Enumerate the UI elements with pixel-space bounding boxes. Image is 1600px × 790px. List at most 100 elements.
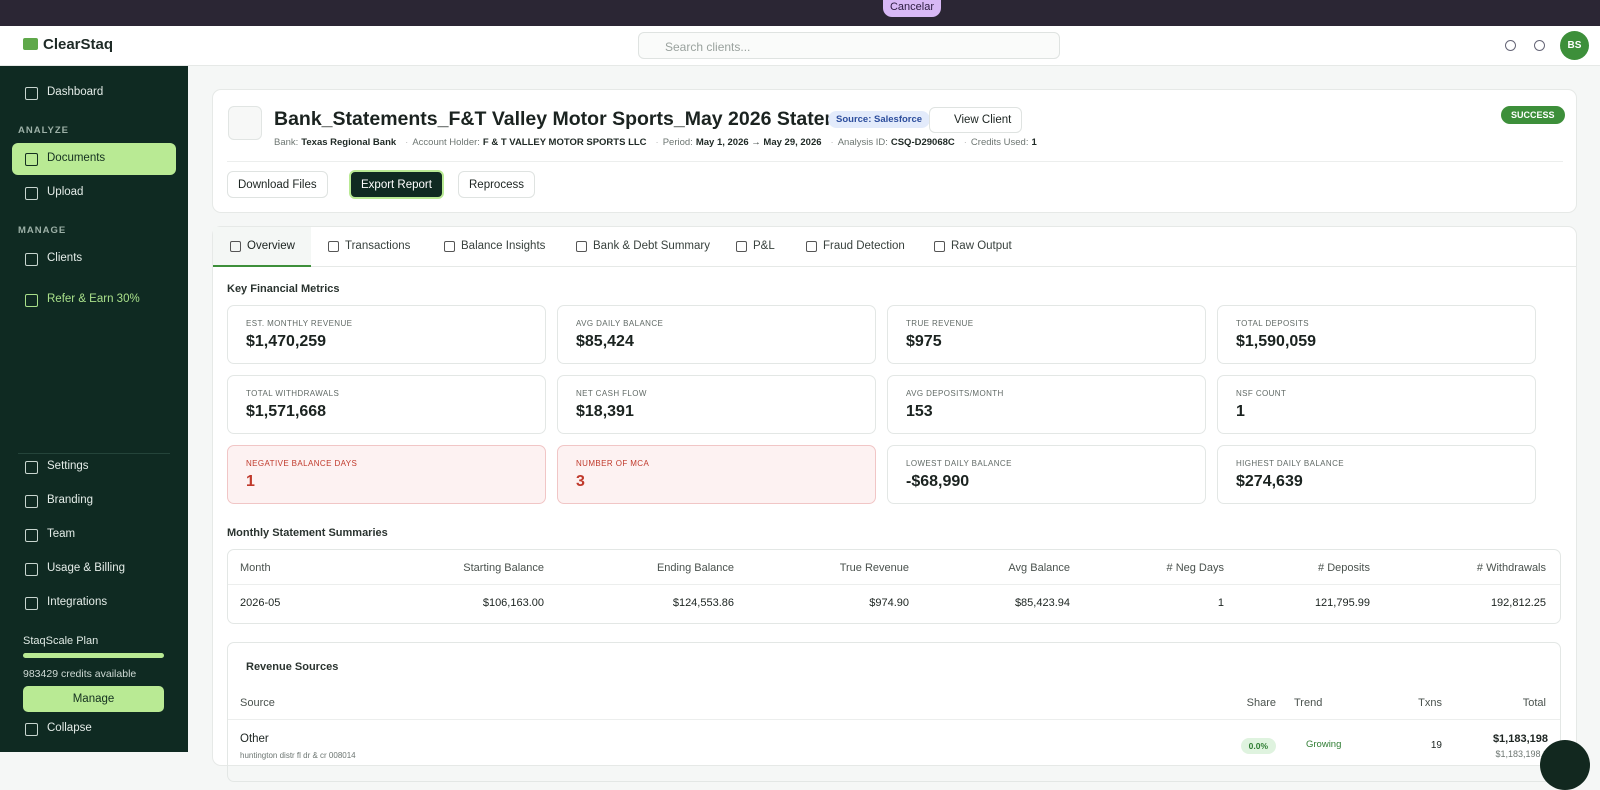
- metric-value: 1: [1236, 403, 1245, 420]
- trend: Growing: [1306, 739, 1342, 750]
- metric-card: TRUE REVENUE $975: [887, 305, 1206, 364]
- nav-item[interactable]: Integrations: [12, 587, 176, 619]
- source-detail: huntington distr fl dr & cr 008014: [240, 751, 356, 760]
- nav-item[interactable]: Dashboard: [12, 77, 176, 109]
- top-bar: ClearStaq Search clients... BS: [0, 26, 1600, 66]
- nav-item[interactable]: Settings: [12, 451, 176, 483]
- meta-label: Bank:: [274, 137, 299, 148]
- table-row: Other huntington distr fl dr & cr 008014 0…: [228, 721, 1560, 781]
- table-cell: Txns: [1418, 697, 1442, 709]
- view-client-button[interactable]: View Client: [929, 107, 1023, 133]
- tab[interactable]: Bank & Debt Summary: [559, 227, 726, 267]
- separator: ·: [830, 137, 834, 148]
- table-header: Source Share Trend Txns Total: [228, 685, 1560, 720]
- meta-label: Analysis ID:: [837, 137, 888, 148]
- metric-card: AVG DEPOSITS/MONTH 153: [887, 375, 1206, 434]
- metric-label: NEGATIVE BALANCE DAYS: [246, 459, 358, 468]
- separator: ·: [963, 137, 967, 148]
- metric-card: LOWEST DAILY BALANCE -$68,990: [887, 445, 1206, 504]
- action-button[interactable]: Export Report: [349, 170, 444, 199]
- table-cell: # Deposits: [1318, 562, 1370, 574]
- table-cell: $106,163.00: [482, 597, 544, 609]
- document-title: Bank_Statements_F&T Valley Motor Sports_…: [274, 108, 872, 130]
- metric-value: $1,470,259: [246, 333, 327, 350]
- tab[interactable]: P&L: [719, 227, 791, 267]
- tab[interactable]: Raw Output: [917, 227, 1028, 267]
- metric-card: TOTAL DEPOSITS $1,590,059: [1217, 305, 1536, 364]
- table-cell: True Revenue: [839, 562, 909, 574]
- nav-item[interactable]: Upload: [12, 177, 176, 209]
- metric-card: NEGATIVE BALANCE DAYS 1: [227, 445, 546, 504]
- action-button[interactable]: Reprocess: [458, 171, 535, 198]
- meta-value: 1: [1031, 137, 1037, 148]
- notifications-icon[interactable]: [1505, 40, 1516, 51]
- nav-item[interactable]: Usage & Billing: [12, 553, 176, 585]
- table-cell: # Withdrawals: [1476, 562, 1546, 574]
- metric-card: AVG DAILY BALANCE $85,424: [557, 305, 876, 364]
- tab[interactable]: Fraud Detection: [789, 227, 921, 267]
- nav-item[interactable]: Documents: [12, 143, 176, 175]
- metric-card: HIGHEST DAILY BALANCE $274,639: [1217, 445, 1536, 504]
- section-title: Key Financial Metrics: [227, 283, 340, 295]
- metric-value: $18,391: [576, 403, 634, 420]
- meta-value: F & T VALLEY MOTOR SPORTS LLC: [482, 137, 647, 148]
- nav-item[interactable]: Team: [12, 519, 176, 551]
- divider: [227, 161, 1563, 162]
- share-pill: 0.0%: [1240, 738, 1276, 754]
- analysis-panel: Overview Transactions Balance Insights Bank…: [212, 226, 1577, 782]
- manage-button[interactable]: Manage: [23, 686, 164, 712]
- metric-card: EST. MONTHLY REVENUE $1,470,259: [227, 305, 546, 364]
- metric-label: HIGHEST DAILY BALANCE: [1236, 459, 1344, 468]
- metric-label: NET CASH FLOW: [576, 389, 647, 398]
- revenue-table: Revenue Sources Source Share Trend Txns Tota…: [227, 642, 1561, 782]
- settings-icon[interactable]: [1534, 40, 1545, 51]
- table-cell: Share: [1246, 697, 1276, 709]
- credits: 983429 credits available: [23, 668, 137, 680]
- search-input[interactable]: Search clients...: [638, 32, 1060, 59]
- table-row: 2026-05 $106,163.00 $124,553.86 $974.90 $85,…: [228, 585, 1560, 623]
- tab[interactable]: Overview: [213, 227, 311, 267]
- section-title: Monthly Statement Summaries: [227, 527, 388, 539]
- metric-value: $975: [906, 333, 942, 350]
- metric-value: $274,639: [1236, 473, 1303, 490]
- nav-item[interactable]: Clients: [12, 243, 176, 275]
- section-title: Revenue Sources: [246, 661, 339, 673]
- metric-value: $85,424: [576, 333, 634, 350]
- meta-label: Account Holder:: [412, 137, 480, 148]
- nav-item[interactable]: Collapse: [12, 713, 176, 745]
- metric-value: 1: [246, 473, 255, 490]
- impersonation-banner: Cancelar: [0, 0, 1600, 26]
- nav-item[interactable]: Branding: [12, 485, 176, 517]
- tab[interactable]: Transactions: [311, 227, 426, 267]
- source-badge: Source: Salesforce: [828, 111, 931, 128]
- document-header: Bank_Statements_F&T Valley Motor Sports_…: [212, 89, 1577, 213]
- table-cell: 1: [1217, 597, 1224, 609]
- brand[interactable]: ClearStaq: [23, 36, 113, 53]
- table-cell: 2026-05: [240, 597, 281, 609]
- divider: [18, 453, 170, 454]
- meta-label: Period:: [662, 137, 693, 148]
- txns: 19: [1430, 740, 1442, 751]
- credit-bar: [23, 653, 164, 658]
- avatar[interactable]: BS: [1560, 31, 1589, 60]
- meta-value: Texas Regional Bank: [301, 137, 397, 148]
- table-cell: Trend: [1294, 697, 1323, 709]
- tab[interactable]: Balance Insights: [427, 227, 561, 267]
- meta-value: May 1, 2026 → May 29, 2026: [695, 137, 822, 148]
- metric-card: TOTAL WITHDRAWALS $1,571,668: [227, 375, 546, 434]
- nav-item[interactable]: Refer & Earn 30%: [12, 284, 176, 316]
- table-cell: $974.90: [869, 597, 909, 609]
- metric-value: -$68,990: [906, 473, 970, 490]
- cancel-button[interactable]: Cancelar: [883, 0, 941, 17]
- chat-button[interactable]: [1540, 740, 1590, 790]
- metric-value: $1,590,059: [1236, 333, 1317, 350]
- action-button[interactable]: Download Files: [227, 171, 328, 198]
- metric-label: AVG DEPOSITS/MONTH: [906, 389, 1004, 398]
- meta-label: Credits Used:: [970, 137, 1029, 148]
- total: $1,183,198: [1492, 733, 1548, 745]
- metric-label: EST. MONTHLY REVENUE: [246, 319, 353, 328]
- metric-label: TOTAL DEPOSITS: [1236, 319, 1310, 328]
- table-cell: Starting Balance: [463, 562, 544, 574]
- separator: ·: [655, 137, 659, 148]
